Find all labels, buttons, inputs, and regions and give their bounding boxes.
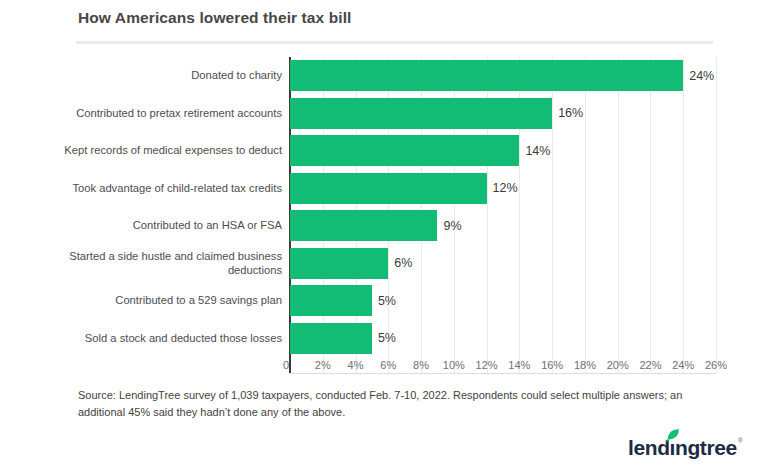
bar-cell: 9% [290,210,716,241]
title-divider [76,41,713,44]
page-title: How Americans lowered their tax bill [78,9,352,27]
value-label: 5% [378,331,396,345]
x-tick-label: 4% [348,359,364,371]
bar [290,210,437,241]
category-label: Sold a stock and deducted those losses [56,331,290,346]
x-tick-label: 14% [508,359,530,371]
category-label: Took advantage of child-related tax cred… [56,181,290,196]
category-label: Contributed to an HSA or FSA [56,218,290,233]
bar [290,173,487,204]
chart-row: Started a side hustle and claimed busine… [56,245,716,283]
category-label: Started a side hustle and claimed busine… [56,249,290,278]
bar-cell: 5% [290,323,716,354]
bar-cell: 16% [290,98,716,129]
value-label: 6% [394,256,412,270]
bar [290,323,372,354]
value-label: 5% [378,294,396,308]
x-tick-label: 16% [541,359,563,371]
chart-row: Kept records of medical expenses to dedu… [56,132,716,170]
bar-chart: Donated to charity 24% Contributed to pret… [56,57,716,375]
registered-mark: ® [738,437,743,444]
x-tick-label: 8% [413,359,429,371]
value-label: 16% [558,106,583,120]
bar [290,285,372,316]
x-tick-label: 26% [705,359,727,371]
chart-rows: Donated to charity 24% Contributed to pret… [56,57,716,357]
source-note: Source: LendingTree survey of 1,039 taxp… [78,387,708,420]
bar-cell: 6% [290,248,716,279]
category-label: Contributed to pretax retirement account… [56,106,290,121]
logo-text: lendıngtree [628,436,737,459]
chart-card: How Americans lowered their tax bill Don… [0,0,780,476]
x-axis: 02%4%6%8%10%12%14%16%18%20%22%24%26% [290,357,716,373]
value-label: 9% [443,219,461,233]
x-tick-label: 20% [607,359,629,371]
chart-row: Took advantage of child-related tax cred… [56,170,716,208]
bar [290,135,519,166]
category-label: Contributed to a 529 savings plan [56,293,290,308]
bar-cell: 24% [290,60,716,91]
bar [290,60,683,91]
gridline [716,57,717,373]
lendingtree-logo: lendıngtree® [628,437,743,458]
leaf-icon [664,426,682,444]
bar-cell: 5% [290,285,716,316]
chart-row: Contributed to an HSA or FSA 9% [56,207,716,245]
bar-cell: 12% [290,173,716,204]
chart-row: Contributed to a 529 savings plan 5% [56,282,716,320]
category-label: Donated to charity [56,68,290,83]
chart-row: Sold a stock and deducted those losses 5% [56,320,716,358]
x-tick-label: 0 [283,359,289,371]
bar-cell: 14% [290,135,716,166]
x-tick-label: 10% [443,359,465,371]
x-tick-label: 22% [639,359,661,371]
value-label: 12% [493,181,518,195]
category-label: Kept records of medical expenses to dedu… [56,143,290,158]
value-label: 24% [689,69,714,83]
chart-row: Contributed to pretax retirement account… [56,95,716,133]
value-label: 14% [525,144,550,158]
chart-row: Donated to charity 24% [56,57,716,95]
x-tick-label: 6% [380,359,396,371]
bar [290,98,552,129]
x-tick-label: 2% [315,359,331,371]
bar [290,248,388,279]
x-tick-label: 12% [476,359,498,371]
x-tick-label: 24% [672,359,694,371]
x-tick-label: 18% [574,359,596,371]
